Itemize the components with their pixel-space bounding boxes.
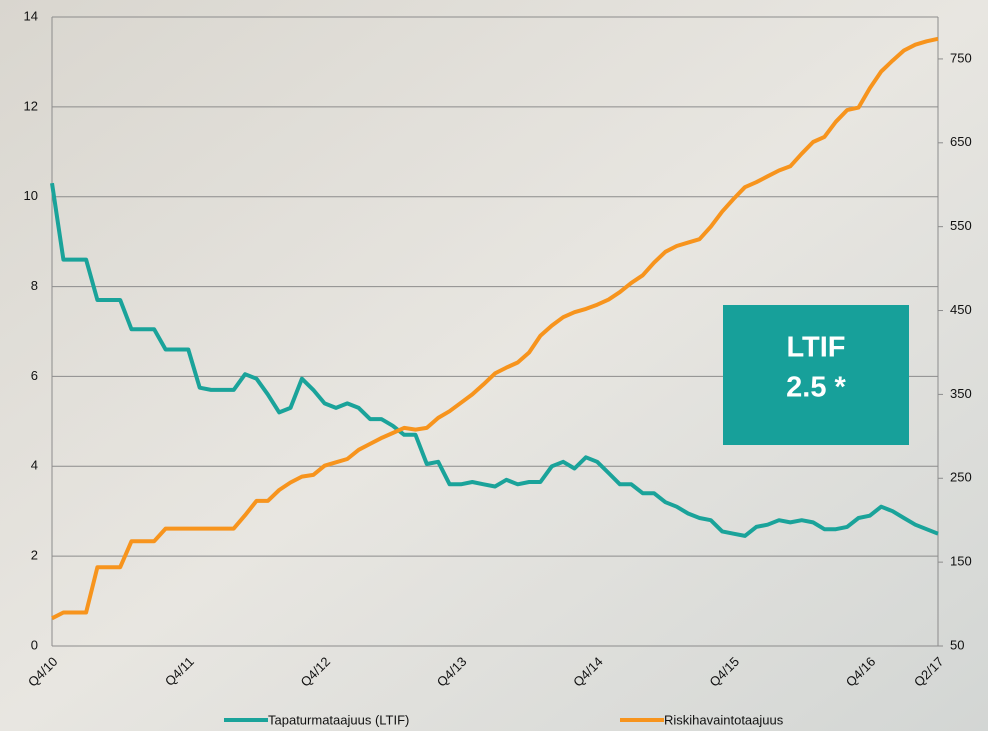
legend-label: Tapaturmataajuus (LTIF) xyxy=(268,712,409,727)
series-line xyxy=(50,182,939,538)
y-tick-label: 14 xyxy=(24,8,38,23)
y-tick-label: 8 xyxy=(31,278,38,293)
y2-tick-label: 250 xyxy=(950,470,972,485)
y-tick-label: 10 xyxy=(24,188,38,203)
legend-label: Riskihavaintotaajuus xyxy=(664,712,784,727)
y2-tick-label: 50 xyxy=(950,637,964,652)
y2-tick-label: 450 xyxy=(950,302,972,317)
y2-tick-label: 650 xyxy=(950,134,972,149)
y-tick-label: 12 xyxy=(24,98,38,113)
y2-tick-label: 350 xyxy=(950,386,972,401)
y2-tick-label: 150 xyxy=(950,554,972,569)
annotation-text: 2.5 * xyxy=(786,372,846,404)
y-tick-label: 6 xyxy=(31,368,38,383)
y-tick-label: 0 xyxy=(31,637,38,652)
series-line xyxy=(51,36,939,621)
y2-tick-label: 750 xyxy=(950,50,972,65)
annotation-text: LTIF xyxy=(786,332,845,364)
annotation-box xyxy=(723,305,909,445)
y-tick-label: 4 xyxy=(31,458,38,473)
y2-tick-label: 550 xyxy=(950,218,972,233)
y-tick-label: 2 xyxy=(31,548,38,563)
